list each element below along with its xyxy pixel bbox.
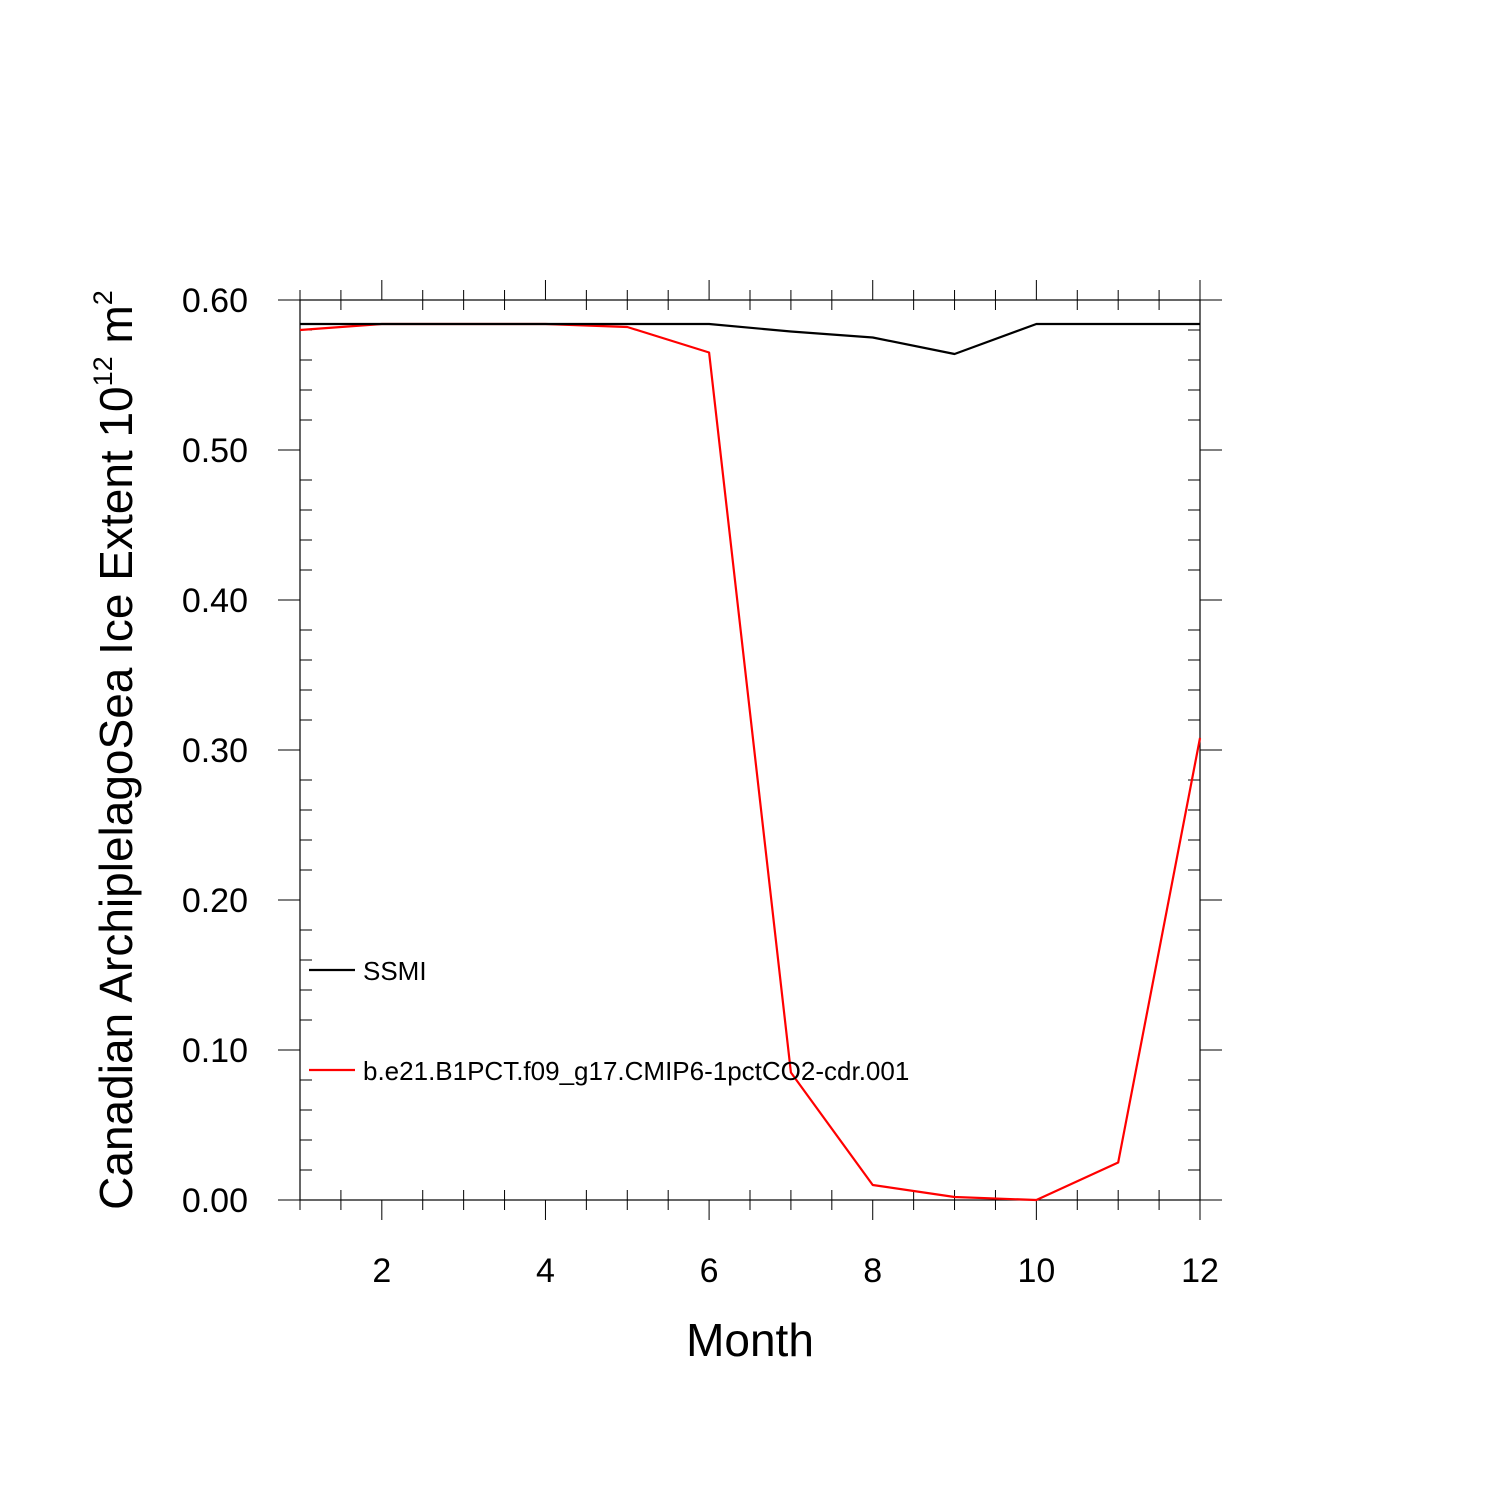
legend: SSMI b.e21.B1PCT.f09_g17.CMIP6-1pctCO2-cd… [309,956,909,1086]
y-tick-label: 0.20 [182,882,248,920]
x-tick-label: 4 [536,1252,555,1290]
x-tick-label: 12 [1181,1252,1219,1290]
series-layer [299,322,1202,1202]
tick-labels: 2 4 6 8 10 12 0.00 0.10 0.20 0.30 0.40 0.50 0.60 [182,282,1219,1290]
y-axis-title-group: Canadian ArchiplelagoSea Ice Extent 1012… [88,290,142,1210]
y-axis-title-main: Canadian ArchiplelagoSea Ice Extent 10 [90,386,142,1209]
y-axis-title-exponent: 12 [88,356,118,386]
axis-ticks [278,280,1222,1220]
y-tick-label: 0.00 [182,1182,248,1220]
y-tick-label: 0.60 [182,282,248,320]
x-tick-label: 10 [1017,1252,1055,1290]
x-axis-title: Month [686,1314,814,1366]
x-tick-label: 6 [700,1252,719,1290]
y-axis-title-unit-exponent: 2 [88,290,118,305]
y-tick-label: 0.50 [182,432,248,470]
y-tick-label: 0.30 [182,732,248,770]
series-line-1 [300,322,1200,356]
legend-label-2: b.e21.B1PCT.f09_g17.CMIP6-1pctCO2-cdr.00… [363,1056,909,1086]
y-axis-title-unit: m [90,305,142,356]
y-axis-title: Canadian ArchiplelagoSea Ice Extent 1012… [88,290,142,1210]
plot-frame [299,299,1201,1201]
x-tick-label: 2 [372,1252,391,1290]
y-tick-label: 0.40 [182,582,248,620]
x-tick-label: 8 [863,1252,882,1290]
legend-label-1: SSMI [363,956,427,986]
y-tick-label: 0.10 [182,1032,248,1070]
